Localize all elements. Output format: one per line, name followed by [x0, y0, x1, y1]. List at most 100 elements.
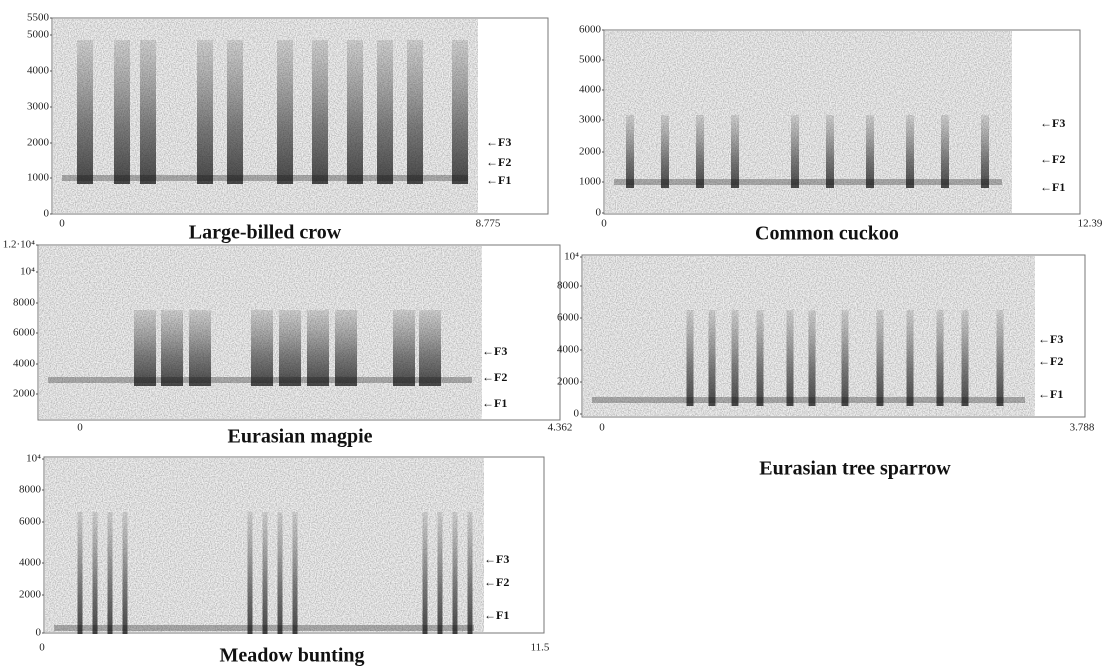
syllable: [134, 310, 156, 386]
syllable: [686, 310, 694, 406]
formant-label: ←F3: [482, 344, 507, 358]
y-tick-label: 2000: [557, 376, 580, 388]
y-tick-label: 5500: [27, 12, 50, 24]
panel-title: Meadow bunting: [219, 645, 364, 667]
formant-label: ←F2: [1038, 354, 1063, 368]
syllable: [841, 310, 849, 406]
panel-title: Eurasian magpie: [227, 426, 372, 448]
y-tick-label: 10⁴: [564, 251, 579, 263]
x-tick-label: 11.5: [531, 642, 550, 654]
y-tick-label: 1.2·10⁴: [3, 239, 35, 251]
formant-label: ←F3: [484, 552, 509, 566]
syllable: [452, 40, 468, 184]
y-tick-label: 1000: [579, 176, 602, 188]
syllable: [92, 512, 98, 634]
spectrogram-panel: 10⁴ 8000 6000 4000 2000 0 0 11.5 ←F3 ←F2 ←F1 Meadow…: [19, 453, 550, 667]
formant-label: ←F2: [482, 370, 507, 384]
x-tick-label: 0: [59, 218, 65, 230]
syllable: [866, 115, 874, 188]
syllable: [307, 310, 329, 386]
syllable: [756, 310, 764, 406]
formant-label: ←F1: [484, 608, 509, 622]
panel-title: Eurasian tree sparrow: [759, 458, 951, 480]
syllable: [906, 310, 914, 406]
syllable: [407, 40, 423, 184]
syllable: [437, 512, 443, 634]
y-tick-label: 5000: [579, 54, 602, 66]
syllable: [422, 512, 428, 634]
x-tick-label: 4.362: [548, 422, 573, 434]
harmonic-band: [614, 179, 1002, 185]
y-tick-label: 4000: [19, 557, 42, 569]
harmonic-band: [62, 175, 468, 181]
y-tick-label: 6000: [13, 327, 36, 339]
y-tick-label: 4000: [557, 344, 580, 356]
formant-label: ←F1: [1038, 387, 1063, 401]
syllable: [419, 310, 441, 386]
syllable: [696, 115, 704, 188]
syllable: [140, 40, 156, 184]
y-tick-label: 2000: [579, 146, 602, 158]
syllable: [262, 512, 268, 634]
spectrogram-panel: 1.2·10⁴ 10⁴ 8000 6000 4000 2000 0 4.362 ←F3 ←F2 ←F…: [3, 239, 573, 448]
syllable: [941, 115, 949, 188]
formant-label: ←F1: [482, 396, 507, 410]
syllable: [247, 512, 253, 634]
syllable: [996, 310, 1004, 406]
formant-label: ←F3: [1038, 332, 1063, 346]
y-tick-label: 8000: [19, 484, 42, 496]
syllable: [708, 310, 716, 406]
syllable: [791, 115, 799, 188]
syllable: [197, 40, 213, 184]
syllable: [122, 512, 128, 634]
spectrogram-panel: 10⁴ 8000 6000 4000 2000 0 0 3.788 ←F3 ←F2 ←F1 Euras…: [557, 251, 1095, 480]
x-tick-label: 0: [599, 422, 605, 434]
spectrogram-panel: 6000 5000 4000 3000 2000 1000 00 12.39 ←F3 ←F2 ←F1…: [579, 24, 1103, 245]
formant-label: ←F2: [1040, 152, 1065, 166]
x-tick-label: 12.39: [1078, 218, 1103, 230]
syllable: [808, 310, 816, 406]
y-tick-label: 8000: [13, 297, 36, 309]
syllable: [981, 115, 989, 188]
y-tick-label: 6000: [19, 516, 42, 528]
syllable: [161, 310, 183, 386]
formant-label: ←F2: [486, 155, 511, 169]
syllable: [786, 310, 794, 406]
panel-title: Common cuckoo: [755, 223, 899, 245]
syllable: [731, 115, 739, 188]
syllable: [731, 310, 739, 406]
syllable: [347, 40, 363, 184]
syllable: [661, 115, 669, 188]
syllable: [277, 512, 283, 634]
y-tick-label: 3000: [27, 101, 50, 113]
syllable: [277, 40, 293, 184]
syllable: [452, 512, 458, 634]
syllable: [826, 115, 834, 188]
y-tick-label: 0: [596, 207, 602, 219]
syllable: [292, 512, 298, 634]
x-tick-label: 3.788: [1070, 422, 1095, 434]
y-tick-label: 3000: [579, 114, 602, 126]
syllable: [77, 40, 93, 184]
syllable: [335, 310, 357, 386]
x-tick-label: 0: [601, 218, 607, 230]
y-tick-label: 5000: [27, 29, 50, 41]
y-tick-label: 0: [574, 408, 580, 420]
y-tick-label: 6000: [579, 24, 602, 36]
y-tick-label: 8000: [557, 280, 580, 292]
syllable: [312, 40, 328, 184]
panel-title: Large-billed crow: [189, 222, 342, 244]
formant-label: ←F3: [486, 135, 511, 149]
formant-label: ←F1: [1040, 180, 1065, 194]
formant-label: ←F1: [486, 173, 511, 187]
syllable: [107, 512, 113, 634]
formant-label: ←F2: [484, 575, 509, 589]
y-tick-label: 2000: [19, 589, 42, 601]
syllable: [227, 40, 243, 184]
y-tick-label: 6000: [557, 312, 580, 324]
formant-label: ←F3: [1040, 116, 1065, 130]
syllable: [876, 310, 884, 406]
syllable: [189, 310, 211, 386]
y-tick-label: 2000: [27, 137, 50, 149]
syllable: [251, 310, 273, 386]
